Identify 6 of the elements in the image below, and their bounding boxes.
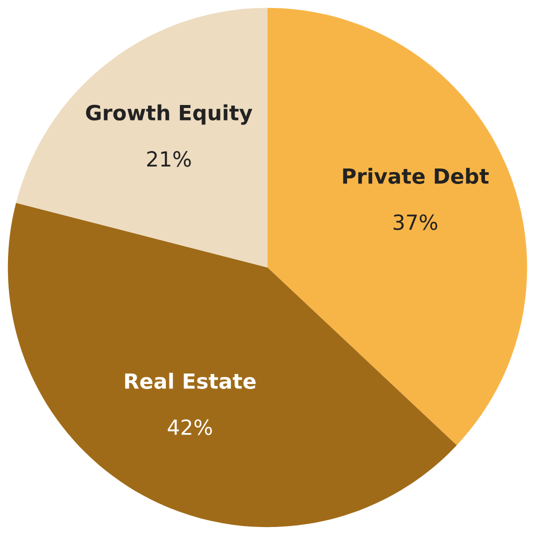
slice-label: Growth Equity <box>86 104 252 125</box>
slice-label: Real Estate <box>125 372 256 389</box>
data-label: 21% <box>147 151 191 167</box>
data-label: 37% <box>394 214 438 230</box>
slice-label: Private Debt <box>343 168 489 184</box>
data-label: 42% <box>168 419 212 436</box>
